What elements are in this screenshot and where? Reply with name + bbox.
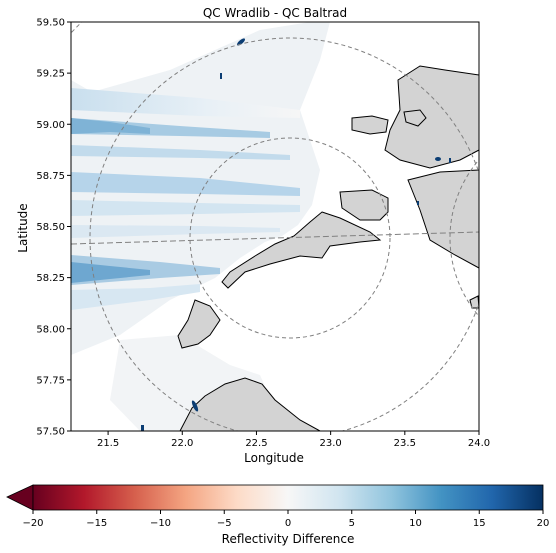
y-tick-label: 59.00	[36, 120, 65, 131]
radar-beam	[71, 225, 280, 238]
land-south	[179, 377, 321, 431]
colorbar-tick-label: −10	[150, 518, 171, 529]
colorbar: −20 −15 −10 −5 0 5 10 15 20 Reflectivity Differe…	[6, 484, 549, 546]
radar-beam	[71, 118, 150, 134]
colorbar-tick-label: −20	[22, 518, 43, 529]
radar-beam	[71, 88, 300, 118]
land-island-southwest	[177, 299, 221, 349]
y-tick-label: 58.25	[36, 273, 65, 284]
y-tick-label: 57.75	[36, 375, 65, 386]
colorbar-label: Reflectivity Difference	[222, 532, 355, 546]
colorbar-tick-label: 5	[349, 518, 355, 529]
radar-beam	[71, 262, 150, 283]
x-tick-label: 24.0	[468, 438, 490, 449]
chart-title: QC Wradlib - QC Baltrad	[203, 6, 347, 20]
radar-beam	[71, 200, 300, 216]
x-ticks: 21.5 22.0 22.5 23.0 23.5 24.0	[97, 431, 490, 449]
land-island-small	[403, 109, 427, 127]
range-rings	[71, 22, 479, 431]
y-ticks: 57.50 57.75 58.00 58.25 58.50 58.75 59.00 59.25…	[36, 18, 71, 438]
map-area	[71, 22, 479, 431]
radar-beam	[71, 145, 290, 160]
radar-beam	[71, 172, 300, 196]
colorbar-ticks: −20 −15 −10 −5 0 5 10 15 20	[22, 510, 549, 529]
x-tick-label: 21.5	[97, 438, 119, 449]
x-tick-label: 23.0	[320, 438, 342, 449]
colorbar-tick-label: −5	[217, 518, 232, 529]
x-tick-label: 23.5	[394, 438, 416, 449]
colorbar-tick-label: 20	[537, 518, 550, 529]
colorbar-extend-min	[6, 484, 34, 511]
land-mainland-east	[407, 169, 479, 269]
y-tick-label: 58.75	[36, 171, 65, 182]
horizon-line	[71, 231, 479, 245]
colorbar-tick-label: −15	[86, 518, 107, 529]
radar-beam	[71, 284, 200, 310]
strong-positive-spots	[141, 38, 451, 431]
land-island-north	[351, 115, 389, 135]
land-mainland-north	[384, 65, 479, 169]
y-tick-label: 59.25	[36, 69, 65, 80]
x-axis-label: Longitude	[244, 451, 304, 465]
x-tick-label: 22.5	[245, 438, 267, 449]
y-tick-label: 58.50	[36, 222, 65, 233]
radar-beam	[71, 118, 270, 138]
y-tick-label: 58.00	[36, 324, 65, 335]
colorbar-tick-label: 10	[409, 518, 422, 529]
y-tick-label: 59.50	[36, 18, 65, 29]
land-island-middle	[339, 189, 389, 221]
x-tick-label: 22.0	[171, 438, 193, 449]
land-islet-east	[469, 295, 479, 309]
colorbar-tick-label: 0	[285, 518, 291, 529]
colorbar-gradient	[32, 484, 544, 511]
colorbar-tick-label: 15	[473, 518, 486, 529]
land-peninsula	[221, 211, 382, 289]
y-tick-label: 57.50	[36, 427, 65, 438]
y-axis-label: Latitude	[16, 203, 30, 252]
